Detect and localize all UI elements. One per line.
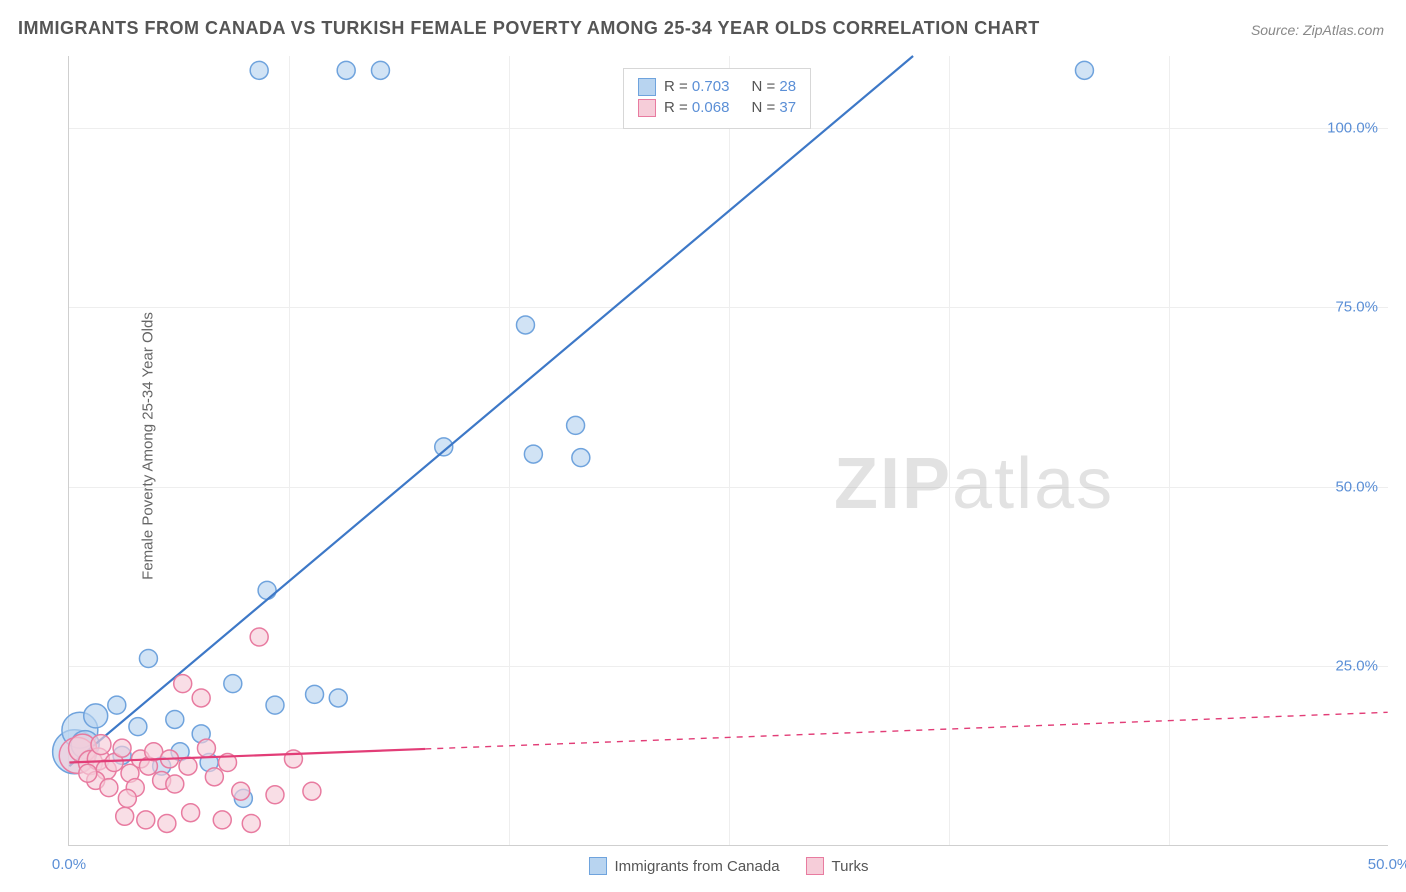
legend-swatch-turks [806, 857, 824, 875]
scatter-point-turks [213, 811, 231, 829]
scatter-point-canada [258, 581, 276, 599]
series-legend-label-turks: Turks [832, 858, 869, 875]
scatter-point-canada [371, 61, 389, 79]
chart-title: IMMIGRANTS FROM CANADA VS TURKISH FEMALE… [18, 18, 1040, 39]
scatter-point-canada [567, 416, 585, 434]
series-legend: Immigrants from Canada Turks [588, 857, 868, 875]
chart-container: IMMIGRANTS FROM CANADA VS TURKISH FEMALE… [0, 0, 1406, 892]
scatter-point-canada [524, 445, 542, 463]
x-tick-label: 0.0% [52, 856, 86, 873]
correlation-legend-row-canada: R = 0.703 N = 28 [638, 78, 796, 96]
scatter-point-turks [116, 807, 134, 825]
scatter-point-canada [306, 685, 324, 703]
scatter-point-turks [174, 675, 192, 693]
scatter-point-turks [91, 735, 111, 755]
scatter-point-canada [129, 718, 147, 736]
scatter-point-turks [137, 811, 155, 829]
scatter-point-canada [516, 316, 534, 334]
scatter-point-canada [329, 689, 347, 707]
legend-n-canada: N = 28 [751, 78, 796, 95]
regression-line-turks-extrapolated [425, 712, 1387, 749]
correlation-legend: R = 0.703 N = 28 R = 0.068 N = 37 [623, 68, 811, 129]
scatter-point-canada [266, 696, 284, 714]
scatter-point-canada [166, 710, 184, 728]
scatter-point-turks [118, 789, 136, 807]
scatter-point-canada [139, 650, 157, 668]
series-legend-item-canada: Immigrants from Canada [588, 857, 779, 875]
legend-swatch-canada [588, 857, 606, 875]
legend-swatch-canada [638, 78, 656, 96]
scatter-point-turks [250, 628, 268, 646]
plot-area: 25.0%50.0%75.0%100.0%0.0%50.0%ZIPatlasR … [68, 56, 1388, 846]
scatter-point-canada [108, 696, 126, 714]
series-legend-label-canada: Immigrants from Canada [614, 858, 779, 875]
legend-n-turks: N = 37 [751, 99, 796, 116]
scatter-point-canada [572, 449, 590, 467]
scatter-point-turks [79, 764, 97, 782]
correlation-legend-row-turks: R = 0.068 N = 37 [638, 99, 796, 117]
scatter-point-turks [205, 768, 223, 786]
scatter-point-turks [266, 786, 284, 804]
scatter-point-turks [232, 782, 250, 800]
scatter-point-canada [1075, 61, 1093, 79]
scatter-point-canada [224, 675, 242, 693]
scatter-point-turks [158, 814, 176, 832]
scatter-point-turks [100, 779, 118, 797]
scatter-point-turks [192, 689, 210, 707]
legend-swatch-turks [638, 99, 656, 117]
scatter-point-turks [166, 775, 184, 793]
scatter-point-turks [303, 782, 321, 800]
scatter-point-canada [250, 61, 268, 79]
legend-r-turks: R = 0.068 [664, 99, 729, 116]
scatter-point-turks [179, 757, 197, 775]
scatter-point-turks [284, 750, 302, 768]
series-legend-item-turks: Turks [806, 857, 869, 875]
chart-svg [69, 56, 1388, 845]
scatter-point-turks [182, 804, 200, 822]
scatter-point-turks [113, 739, 131, 757]
scatter-point-canada [84, 704, 108, 728]
scatter-point-turks [197, 739, 215, 757]
legend-r-canada: R = 0.703 [664, 78, 729, 95]
source-attribution: Source: ZipAtlas.com [1251, 22, 1384, 38]
scatter-point-canada [337, 61, 355, 79]
x-tick-label: 50.0% [1368, 856, 1406, 873]
scatter-point-turks [242, 814, 260, 832]
regression-line-canada [69, 56, 913, 766]
